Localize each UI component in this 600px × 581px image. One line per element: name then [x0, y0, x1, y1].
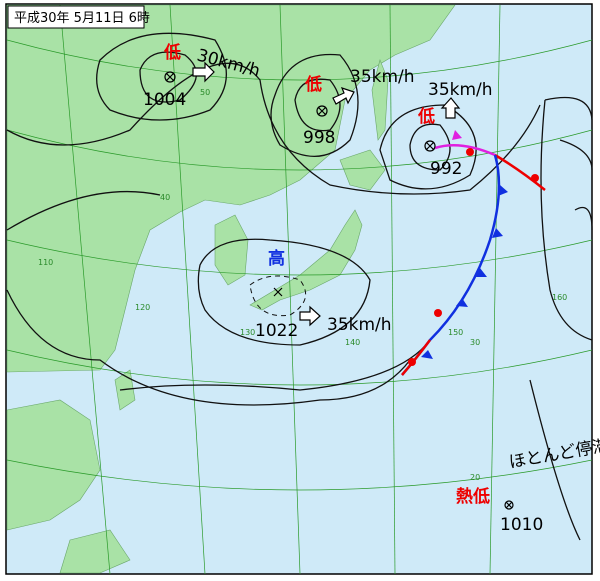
fronts [401, 130, 546, 376]
grid-label: 50 [200, 88, 210, 97]
grid-label: 160 [552, 293, 567, 302]
motion-arrows [192, 61, 461, 327]
grid-labels: 50 40 30 20 110 120 130 140 150 160 [38, 88, 567, 482]
isobars [6, 32, 593, 541]
grid-label: 30 [470, 338, 480, 347]
graticule [6, 4, 593, 575]
system-type: 熱低 [456, 486, 490, 507]
pressure: 1022 [255, 321, 298, 341]
system-type: 高 [268, 248, 285, 269]
title-box [7, 5, 145, 29]
motion: 35km/h [428, 80, 493, 100]
center-symbols [164, 71, 514, 510]
system-type: 低 [304, 74, 322, 95]
grid-label: 110 [38, 258, 53, 267]
grid-label: 40 [160, 193, 170, 202]
isobar-dashed [249, 275, 307, 317]
map-title: 平成30年 5月11日 6時 [14, 11, 150, 26]
motion: 35km/h [327, 315, 392, 335]
grid-label: 150 [448, 328, 463, 337]
grid-label: 130 [240, 328, 255, 337]
pressure: 1004 [143, 90, 186, 110]
grid-label: 20 [470, 473, 480, 482]
motion: 35km/h [350, 67, 415, 87]
pressure: 1010 [500, 515, 543, 535]
grid-label: 140 [345, 338, 360, 347]
system-type: 低 [163, 42, 181, 63]
pressure: 998 [303, 128, 335, 148]
grid-label: 120 [135, 303, 150, 312]
system-type: 低 [417, 106, 435, 127]
pressure: 992 [430, 159, 462, 179]
